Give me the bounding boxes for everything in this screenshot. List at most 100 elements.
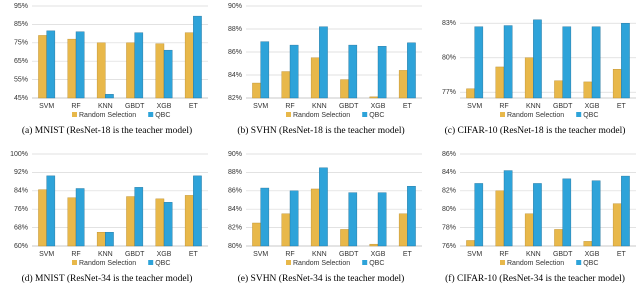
bar bbox=[474, 26, 484, 99]
y-tick-label: 76% bbox=[14, 206, 28, 213]
y-tick-label: 82% bbox=[442, 188, 456, 195]
bar bbox=[184, 195, 194, 247]
bar bbox=[621, 23, 630, 99]
caption: (a) MNIST (ResNet-18 is the teacher mode… bbox=[22, 125, 192, 136]
bar bbox=[340, 79, 349, 99]
y-tick-label: 84% bbox=[14, 188, 28, 195]
bar bbox=[524, 213, 534, 247]
bar bbox=[126, 196, 135, 247]
legend-swatch bbox=[72, 112, 77, 117]
bar bbox=[75, 188, 85, 247]
y-tick-label: 82% bbox=[228, 95, 242, 102]
x-tick-label: RF bbox=[499, 251, 508, 258]
bar bbox=[319, 167, 328, 247]
y-tick-label: 80% bbox=[228, 243, 242, 250]
y-tick-label: 84% bbox=[228, 206, 242, 213]
bar bbox=[310, 57, 320, 99]
legend-label: QBC bbox=[583, 260, 598, 267]
y-tick-label: 65% bbox=[14, 58, 28, 65]
bar bbox=[583, 81, 593, 99]
bar bbox=[524, 57, 534, 99]
x-tick-label: KNN bbox=[98, 251, 113, 258]
bar bbox=[621, 175, 630, 247]
bar bbox=[398, 213, 408, 247]
bar bbox=[562, 26, 572, 99]
bar bbox=[252, 82, 261, 99]
bar bbox=[281, 213, 291, 247]
y-tick-label: 85% bbox=[14, 21, 28, 28]
x-tick-label: ET bbox=[189, 251, 199, 258]
bar bbox=[612, 203, 622, 247]
legend-label: QBC bbox=[369, 112, 384, 119]
y-tick-label: 100% bbox=[10, 151, 28, 158]
x-tick-label: SVM bbox=[253, 251, 268, 258]
y-tick-label: 90% bbox=[228, 3, 242, 10]
x-tick-label: SVM bbox=[39, 103, 54, 110]
legend-swatch bbox=[286, 260, 291, 265]
legend-label: QBC bbox=[583, 112, 598, 119]
bar bbox=[503, 25, 513, 99]
x-tick-label: SVM bbox=[467, 251, 482, 258]
y-tick-label: 78% bbox=[442, 224, 456, 231]
y-tick-label: 90% bbox=[228, 151, 242, 158]
x-tick-label: XGB bbox=[585, 251, 600, 258]
x-tick-label: ET bbox=[617, 251, 627, 258]
caption: (d) MNIST (ResNet-34 is the teacher mode… bbox=[22, 273, 193, 284]
x-tick-label: RF bbox=[499, 103, 508, 110]
x-tick-label: GBDT bbox=[339, 251, 359, 258]
bar bbox=[369, 243, 379, 247]
bar bbox=[193, 15, 202, 99]
legend-swatch bbox=[148, 112, 154, 117]
legend-swatch bbox=[286, 112, 291, 117]
bar bbox=[533, 183, 542, 247]
y-tick-label: 88% bbox=[228, 26, 242, 33]
x-tick-label: GBDT bbox=[553, 251, 573, 258]
y-tick-label: 80% bbox=[442, 55, 456, 62]
bar bbox=[38, 35, 47, 99]
legend-label: QBC bbox=[155, 260, 170, 267]
bar bbox=[105, 231, 114, 247]
y-tick-label: 76% bbox=[442, 243, 456, 250]
legend-swatch bbox=[576, 260, 582, 265]
y-tick-label: 88% bbox=[228, 169, 242, 176]
bar bbox=[260, 41, 270, 99]
bar bbox=[155, 43, 165, 99]
x-tick-label: XGB bbox=[157, 103, 172, 110]
x-tick-label: GBDT bbox=[125, 251, 145, 258]
bar bbox=[134, 32, 144, 99]
x-tick-label: RF bbox=[71, 251, 80, 258]
y-tick-label: 84% bbox=[228, 72, 242, 79]
bar bbox=[612, 69, 622, 99]
x-tick-label: SVM bbox=[39, 251, 54, 258]
legend-swatch bbox=[576, 112, 582, 117]
y-tick-label: 86% bbox=[442, 151, 456, 158]
x-tick-label: RF bbox=[285, 251, 294, 258]
x-tick-label: RF bbox=[285, 103, 294, 110]
x-tick-label: ET bbox=[189, 103, 199, 110]
x-tick-label: RF bbox=[71, 103, 80, 110]
bar bbox=[591, 180, 601, 247]
y-tick-label: 83% bbox=[442, 20, 456, 27]
bar bbox=[554, 80, 563, 99]
x-tick-label: XGB bbox=[371, 251, 386, 258]
bar bbox=[289, 44, 299, 99]
legend-label: Random Selection bbox=[79, 112, 136, 119]
legend-swatch bbox=[362, 260, 368, 265]
bar bbox=[377, 192, 387, 247]
x-tick-label: KNN bbox=[526, 103, 541, 110]
y-tick-label: 77% bbox=[442, 89, 456, 96]
bar bbox=[407, 185, 416, 247]
bar bbox=[75, 31, 85, 99]
bar bbox=[67, 197, 77, 247]
legend-label: Random Selection bbox=[79, 260, 136, 267]
bar bbox=[495, 190, 505, 247]
x-tick-label: KNN bbox=[312, 103, 327, 110]
y-tick-label: 84% bbox=[442, 169, 456, 176]
bar bbox=[495, 66, 505, 99]
x-tick-label: XGB bbox=[585, 103, 600, 110]
bar bbox=[398, 70, 408, 99]
bar bbox=[126, 42, 135, 99]
caption: (e) SVHN (ResNet-34 is the teacher model… bbox=[238, 273, 405, 284]
